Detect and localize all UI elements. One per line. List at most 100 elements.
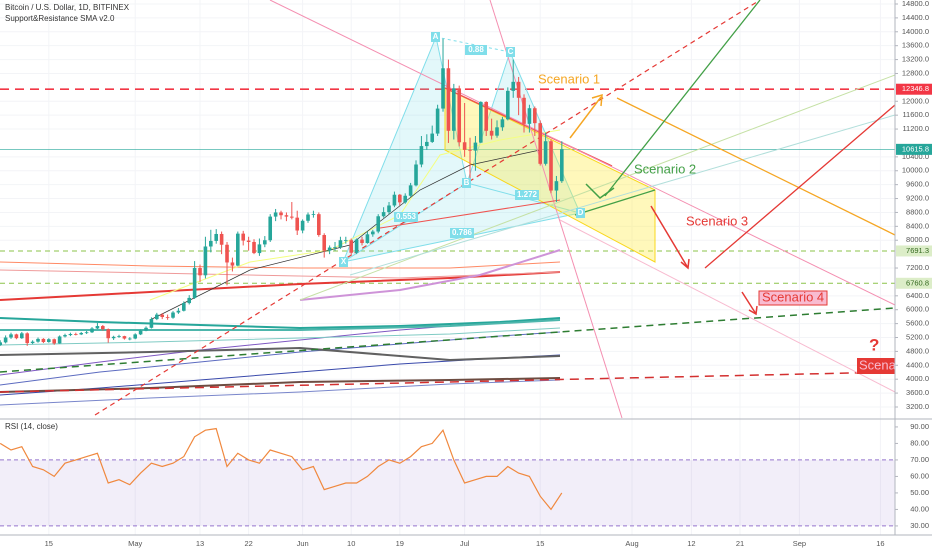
candle-body	[30, 341, 35, 344]
candle-body	[306, 214, 310, 221]
y-tick-label: 4000.0	[906, 374, 929, 383]
scenario-label: Scenario 1	[538, 71, 600, 86]
arrow	[650, 205, 689, 269]
candle-body	[68, 334, 73, 336]
scenario-label: Scenario 4	[762, 289, 824, 304]
level-tag-label: 7691.3	[906, 246, 929, 255]
candle-body	[484, 101, 489, 131]
y-tick-label: 13600.0	[902, 41, 929, 50]
x-tick-label: Aug	[625, 539, 638, 548]
candle-body	[263, 240, 267, 245]
arrow	[569, 96, 602, 139]
candle-body	[192, 268, 197, 298]
ma	[0, 379, 561, 406]
arrow	[704, 104, 896, 269]
candle-body	[360, 239, 364, 244]
candle-body	[376, 216, 381, 232]
candle-body	[290, 216, 294, 218]
rsi-tick-label: 40.00	[910, 504, 929, 513]
x-tick-label: 19	[396, 539, 404, 548]
scenario-label: Scenario 3	[686, 213, 748, 228]
x-tick-label: 15	[45, 539, 53, 548]
y-tick-label: 11200.0	[902, 124, 929, 133]
candle-body	[408, 185, 413, 196]
pattern-ratio: 0.88	[468, 45, 484, 54]
candle-body	[495, 127, 499, 136]
candle-body	[489, 130, 494, 136]
candle-body	[392, 194, 397, 206]
x-tick-label: 13	[196, 539, 204, 548]
candle-body	[90, 328, 94, 333]
trend-line	[0, 307, 896, 373]
candle-body	[182, 303, 186, 311]
candle-body	[300, 220, 305, 231]
candle-body	[149, 319, 154, 328]
candle-body	[20, 333, 24, 339]
candle-body	[209, 240, 213, 247]
x-tick-label: 21	[736, 539, 744, 548]
ratio-box	[450, 228, 474, 238]
rsi-tick-label: 70.00	[910, 455, 929, 464]
y-tick-label: 4400.0	[906, 360, 929, 369]
trend-line	[269, 0, 896, 306]
scenario-label: Scenario 2	[634, 161, 696, 176]
candle-body	[198, 268, 202, 276]
y-tick-label: 13200.0	[902, 55, 929, 64]
candle-body	[36, 338, 40, 342]
candle-body	[419, 146, 424, 165]
candle-body	[187, 297, 192, 304]
y-tick-label: 12000.0	[902, 96, 929, 105]
candle-body	[219, 233, 224, 245]
y-tick-label: 9200.0	[906, 194, 929, 203]
x-tick-label: Jun	[297, 539, 309, 548]
candle-body	[138, 330, 143, 335]
x-tick-label: 12	[687, 539, 695, 548]
candle-body	[554, 181, 559, 191]
candle-body	[425, 141, 429, 147]
y-tick-label: 14400.0	[902, 13, 929, 22]
candle-body	[25, 333, 30, 344]
ma	[0, 331, 561, 386]
trend-line	[299, 74, 896, 301]
price-axis	[895, 0, 932, 550]
label-box	[857, 358, 895, 374]
rsi-tick-label: 50.00	[910, 488, 929, 497]
candle-body	[203, 246, 208, 276]
point-box	[576, 208, 585, 218]
candle-body	[95, 326, 100, 329]
candle-body	[435, 108, 440, 134]
candle-body	[479, 101, 483, 143]
pattern-point: A	[433, 32, 439, 41]
ma	[0, 377, 561, 393]
candle-body	[111, 336, 116, 339]
candle-body	[230, 262, 235, 266]
rsi-tick-label: 30.00	[910, 521, 929, 530]
candle-body	[144, 327, 148, 331]
scenario-label: Scena	[859, 357, 897, 372]
y-tick-label: 10400.0	[902, 152, 929, 161]
point-box	[506, 47, 515, 57]
question-mark: ?	[869, 335, 879, 354]
x-tick-label: Sep	[793, 539, 806, 548]
x-tick-label: Jul	[460, 539, 470, 548]
level-tag	[896, 83, 932, 95]
candle-body	[176, 310, 181, 313]
pattern-ratio: 0.553	[396, 212, 417, 221]
candle-body	[403, 195, 408, 203]
y-tick-label: 12800.0	[902, 68, 929, 77]
label-box	[758, 290, 828, 306]
candle-body	[79, 332, 84, 335]
trend-line	[379, 199, 561, 229]
candle-body	[74, 334, 78, 335]
y-tick-label: 8000.0	[906, 235, 929, 244]
candle-body	[527, 108, 532, 124]
ma	[0, 346, 561, 362]
candle-body	[246, 240, 251, 242]
pattern-point: B	[464, 178, 470, 187]
pattern-ratio: 1.272	[517, 190, 538, 199]
candle-body	[538, 123, 543, 164]
indicator-title: Support&Resistance SMA v2.0	[5, 14, 115, 23]
candle-body	[430, 133, 435, 142]
